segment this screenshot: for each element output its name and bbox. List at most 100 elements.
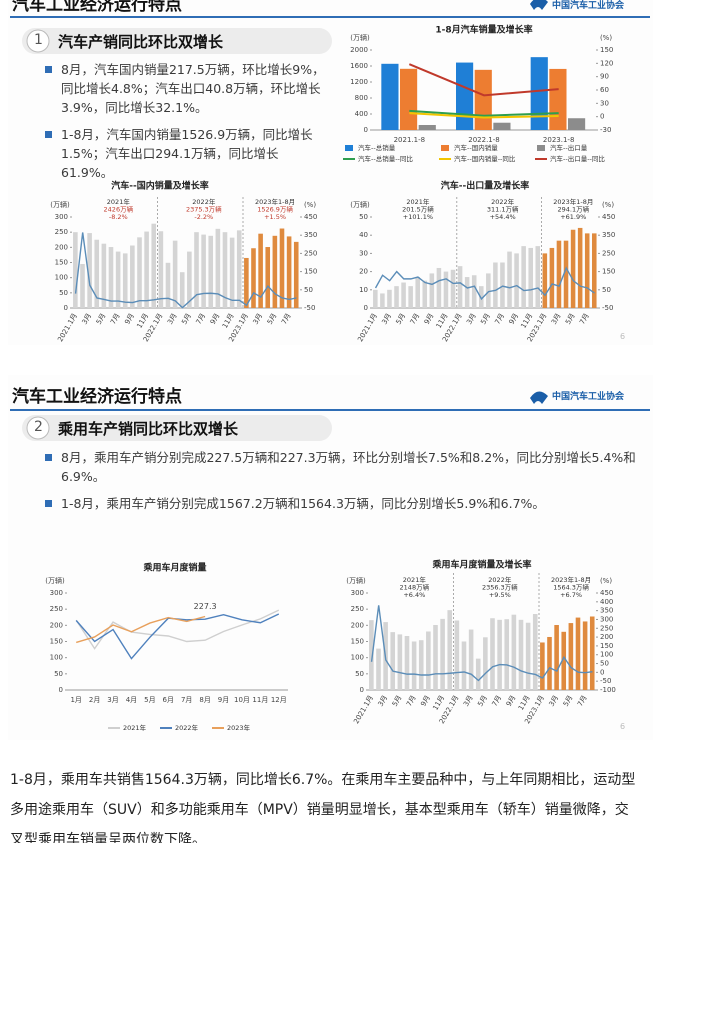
- bar: [158, 231, 164, 308]
- bar: [194, 232, 199, 308]
- tick-label: 0: [600, 668, 604, 676]
- logo-text: 中国汽车工业协会: [552, 392, 625, 402]
- bar: [265, 247, 271, 308]
- bar: [528, 247, 533, 308]
- slide-header: 汽车工业经济运行特点: [12, 0, 182, 15]
- x-tick-label: 11月: [252, 696, 268, 704]
- axis-label: (万辆): [45, 576, 65, 585]
- bar: [151, 223, 157, 308]
- tick-label: 300: [351, 589, 364, 597]
- bar: [418, 640, 424, 690]
- bar: [542, 253, 548, 308]
- article-text: 1-8月，乘用车共销售1564.3万辆，同比增长6.7%。在乘用车主要品种中，与…: [10, 772, 636, 843]
- bar: [108, 247, 114, 308]
- x-tick-label: 5月: [144, 696, 155, 704]
- bar: [73, 232, 78, 308]
- tick-label: 250: [55, 228, 68, 236]
- tick-label: 50: [602, 286, 611, 294]
- bar: [577, 227, 583, 308]
- annotation: +9.5%: [489, 591, 511, 599]
- bar: [293, 241, 299, 308]
- tick-label: -50: [304, 304, 315, 312]
- bar: [530, 57, 548, 130]
- bar: [468, 629, 474, 690]
- tick-label: 300: [50, 589, 63, 597]
- x-tick-label: 2月: [89, 696, 100, 704]
- bar: [554, 625, 559, 690]
- annotation: 2022年: [491, 197, 515, 206]
- bar: [511, 614, 517, 690]
- bar: [549, 68, 567, 130]
- bar: [504, 619, 510, 690]
- bar: [436, 267, 442, 308]
- line: [74, 232, 297, 309]
- page-number: 6: [620, 722, 626, 731]
- tick-label: 2000: [350, 46, 368, 54]
- tick-label: 250: [600, 624, 613, 632]
- tick-label: 1200: [350, 78, 368, 86]
- tick-label: 150: [600, 46, 613, 54]
- bar: [229, 237, 235, 308]
- bar: [381, 63, 399, 130]
- bar: [272, 235, 278, 308]
- logo-icon: [530, 0, 548, 10]
- axis-label: (%): [600, 577, 612, 585]
- tick-label: 50: [355, 670, 364, 678]
- tick-label: 300: [600, 615, 613, 623]
- bar: [376, 648, 381, 690]
- bar: [461, 641, 467, 690]
- bar: [390, 632, 396, 690]
- bar: [456, 62, 474, 131]
- tick-label: 450: [304, 213, 317, 221]
- tick-label: 800: [355, 94, 368, 102]
- bar: [568, 623, 574, 690]
- legend-label: 2023年: [227, 723, 251, 732]
- bar: [483, 637, 488, 690]
- axis-label: (%): [602, 201, 614, 209]
- annotation: +6.4%: [403, 591, 425, 599]
- legend-swatch: [441, 145, 449, 151]
- annotation: 2021年: [403, 575, 427, 584]
- bullet: 8月，汽车国内销量217.5万辆，环比增长9%，同比增长4.8%；汽车出口40.…: [45, 60, 330, 117]
- tick-label: 50: [54, 670, 63, 678]
- bar: [380, 293, 385, 308]
- x-tick-label: 3月: [107, 696, 118, 704]
- bar: [251, 248, 256, 308]
- line: [408, 63, 559, 97]
- bar: [397, 634, 403, 690]
- annotation: 2375.3万辆: [186, 205, 222, 214]
- section-box: [22, 28, 332, 54]
- legend-label: 汽车--出口量: [550, 143, 588, 152]
- bar: [556, 240, 562, 308]
- chart-title: 汽车--国内销量及增长率: [111, 180, 208, 192]
- tick-label: 150: [55, 259, 68, 267]
- bar: [215, 228, 221, 308]
- annotation: 2148万辆: [400, 583, 430, 592]
- bar: [411, 641, 417, 690]
- bar: [208, 235, 214, 308]
- annotation: 2426万辆: [104, 205, 134, 214]
- tick-label: 0: [59, 686, 63, 694]
- logo-text: 中国汽车工业协会: [552, 1, 625, 11]
- bar: [101, 243, 107, 308]
- bar: [408, 286, 413, 308]
- bar: [80, 264, 85, 308]
- line: [409, 109, 559, 117]
- x-tick-label: 8月: [199, 696, 210, 704]
- bar: [279, 228, 285, 308]
- annotation: +101.1%: [403, 213, 433, 221]
- tick-label: 250: [304, 249, 317, 257]
- section-number: 2: [34, 419, 43, 435]
- annotation: 2021年: [406, 197, 430, 206]
- annotation: 2022年: [192, 197, 216, 206]
- section-number-bg: [26, 29, 50, 53]
- x-tick-label: 6月: [163, 696, 174, 704]
- bar: [514, 253, 519, 308]
- tick-label: 0: [64, 304, 68, 312]
- tick-label: -30: [600, 126, 611, 134]
- section-title: 汽车产销同比环比双增长: [58, 33, 224, 51]
- bar: [535, 246, 541, 308]
- bar: [521, 246, 526, 308]
